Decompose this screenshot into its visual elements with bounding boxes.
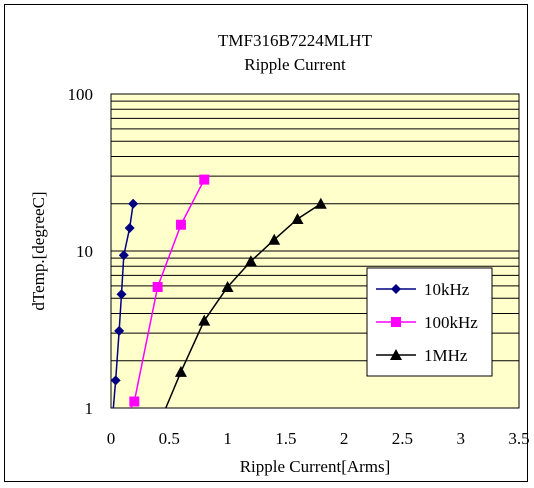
x-tick-label: 3.5 bbox=[508, 429, 529, 448]
data-point bbox=[124, 223, 135, 234]
legend-label: 100kHz bbox=[424, 313, 478, 332]
x-tick-label: 1.5 bbox=[275, 429, 296, 448]
data-point bbox=[114, 325, 125, 336]
data-point bbox=[128, 198, 139, 209]
x-tick-label: 0.5 bbox=[159, 429, 180, 448]
data-point bbox=[291, 212, 304, 224]
chart-subtitle: Ripple Current bbox=[244, 55, 346, 74]
x-tick-label: 2 bbox=[340, 429, 349, 448]
data-point bbox=[198, 314, 211, 326]
series-1MHz bbox=[165, 197, 327, 409]
data-point bbox=[221, 280, 234, 292]
data-point bbox=[110, 375, 121, 386]
x-tick-label: 3 bbox=[456, 429, 465, 448]
data-point bbox=[174, 365, 187, 377]
legend-label: 10kHz bbox=[424, 280, 470, 299]
x-tick-label: 1 bbox=[223, 429, 232, 448]
x-axis-ticks: 0 0.5 1 1.5 2 2.5 3 3.5 bbox=[107, 429, 530, 448]
data-point bbox=[199, 174, 210, 185]
legend-marker bbox=[391, 317, 401, 327]
plot-border bbox=[110, 93, 520, 409]
y-tick-label: 1 bbox=[85, 399, 94, 418]
data-point bbox=[314, 197, 327, 209]
chart-title: TMF316B7224MLHT bbox=[218, 31, 373, 50]
data-point bbox=[268, 233, 281, 245]
series-10kHz bbox=[110, 198, 139, 409]
legend-label: 1MHz bbox=[424, 346, 468, 365]
y-tick-label: 100 bbox=[68, 85, 94, 104]
x-axis-label: Ripple Current[Arms] bbox=[240, 457, 391, 476]
series-100kHz bbox=[129, 174, 210, 409]
data-point bbox=[116, 289, 127, 300]
legend: 10kHz 100kHz 1MHz bbox=[366, 267, 493, 377]
x-tick-label: 2.5 bbox=[392, 429, 413, 448]
y-axis-ticks: 1 10 100 bbox=[68, 85, 94, 418]
data-point bbox=[175, 219, 186, 230]
data-point bbox=[152, 281, 163, 292]
series-layer bbox=[110, 174, 327, 409]
data-point bbox=[118, 250, 129, 261]
x-tick-label: 0 bbox=[107, 429, 116, 448]
y-tick-label: 10 bbox=[76, 242, 93, 261]
data-point bbox=[244, 255, 257, 267]
data-point bbox=[129, 396, 140, 407]
legend-marker bbox=[391, 284, 401, 294]
y-axis-label: dTemp.[degreeC] bbox=[29, 191, 48, 310]
legend-marker bbox=[390, 349, 402, 360]
